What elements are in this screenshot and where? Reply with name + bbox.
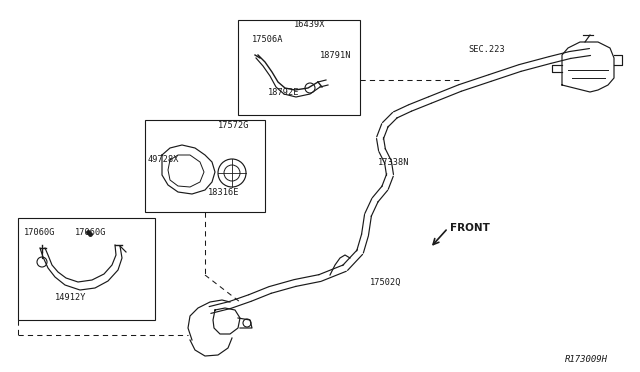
Text: 18791N: 18791N (320, 51, 351, 60)
Text: 49728X: 49728X (148, 155, 179, 164)
Text: 17572G: 17572G (218, 121, 250, 130)
Text: 17338N: 17338N (378, 158, 410, 167)
Text: 17060G: 17060G (75, 228, 106, 237)
Text: 18316E: 18316E (208, 188, 239, 197)
Bar (238, 20, 360, 115)
Text: SEC.223: SEC.223 (468, 45, 505, 54)
Text: 17506A: 17506A (252, 35, 284, 44)
Bar (18, 218, 155, 320)
Text: R173009H: R173009H (565, 355, 608, 364)
Text: 17060G: 17060G (24, 228, 56, 237)
Bar (145, 120, 265, 212)
Text: 16439X: 16439X (294, 20, 326, 29)
Text: 18792E: 18792E (268, 88, 300, 97)
Text: 17502Q: 17502Q (370, 278, 401, 287)
Text: FRONT: FRONT (450, 223, 490, 233)
Text: 14912Y: 14912Y (55, 293, 86, 302)
